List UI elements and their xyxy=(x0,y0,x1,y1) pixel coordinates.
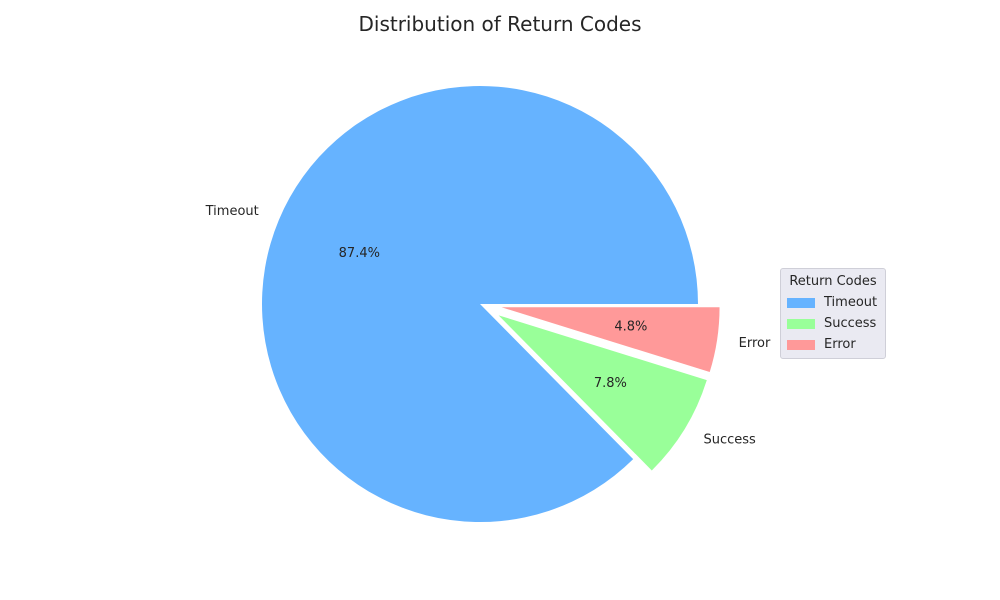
legend-swatch-timeout xyxy=(787,297,815,308)
slice-label-error: Error xyxy=(739,336,771,351)
legend-item-timeout: Timeout xyxy=(787,292,879,313)
pct-label-error: 4.8% xyxy=(614,319,647,334)
legend-swatch-success xyxy=(787,318,815,329)
legend: Return Codes Timeout Success Error xyxy=(780,268,886,359)
pie-slices xyxy=(262,85,720,522)
pie-slice-success xyxy=(498,315,707,471)
legend-label-error: Error xyxy=(824,337,856,352)
slice-label-timeout: Timeout xyxy=(205,204,259,219)
legend-item-success: Success xyxy=(787,313,879,334)
legend-label-success: Success xyxy=(824,316,877,331)
legend-label-timeout: Timeout xyxy=(824,295,878,310)
legend-item-error: Error xyxy=(787,334,879,355)
pct-label-success: 7.8% xyxy=(594,376,627,391)
pie-labels: Timeout 87.4% Success 7.8% Error 4.8% xyxy=(205,204,771,447)
slice-label-success: Success xyxy=(703,432,756,447)
pct-label-timeout: 87.4% xyxy=(339,246,380,261)
legend-title: Return Codes xyxy=(789,274,877,289)
pie-slice-error xyxy=(501,307,720,373)
pie-slice-timeout xyxy=(262,85,698,522)
legend-swatch-error xyxy=(787,339,815,350)
chart-title: Distribution of Return Codes xyxy=(358,12,641,36)
